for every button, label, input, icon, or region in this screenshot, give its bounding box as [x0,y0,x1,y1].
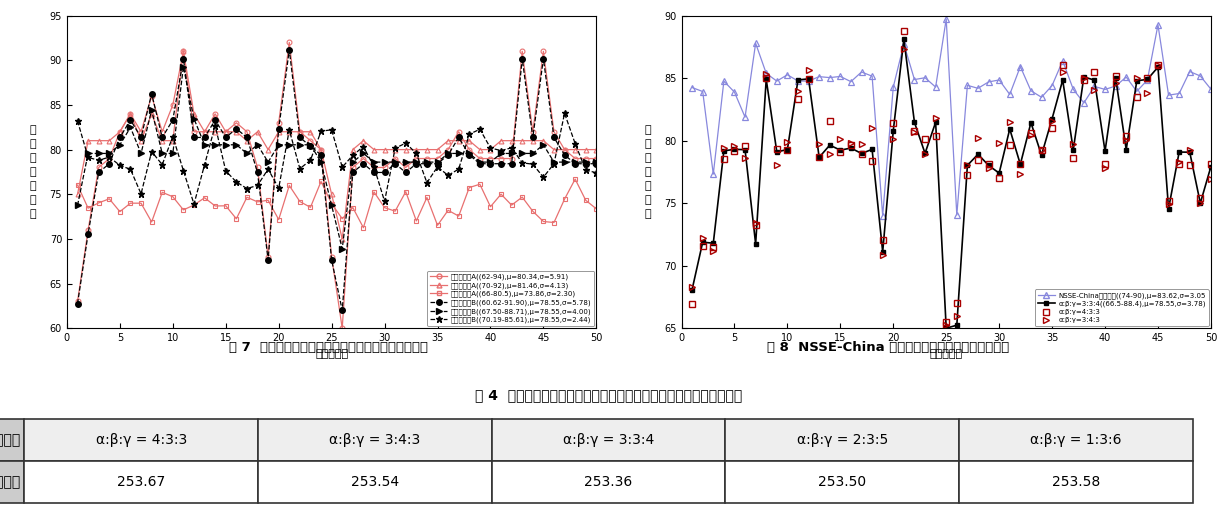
Y-axis label: 分
数
（
百
分
制
）: 分 数 （ 百 分 制 ） [644,125,651,219]
Text: 图 8  NSSE-China 问卷评分与不同策略的课堂参与度: 图 8 NSSE-China 问卷评分与不同策略的课堂参与度 [767,341,1010,354]
Y-axis label: 分
数
（
百
分
制
）: 分 数 （ 百 分 制 ） [29,125,37,219]
Legend: NSSE-China问卷评分((74-90),μ=83.62,σ=3.05, α:β:γ=3:3:4((66.5-88.4),μ=78.55,σ=3.78), : NSSE-China问卷评分((74-90),μ=83.62,σ=3.05, α… [1034,289,1208,326]
Text: 表 4  不同权重融合策略下课堂参与度评分与问卷评分的绝对误差之和: 表 4 不同权重融合策略下课堂参与度评分与问卷评分的绝对误差之和 [475,388,742,402]
X-axis label: 学习者编号: 学习者编号 [315,349,348,358]
Legend: 认知参与度A((62-94),μ=80.34,σ=5.91), 行为参与度A((70-92),μ=81.46,σ=4.13), 情感参与度A((66-80.5): 认知参与度A((62-94),μ=80.34,σ=5.91), 行为参与度A((… [427,270,594,326]
X-axis label: 学习者编号: 学习者编号 [930,349,963,358]
Text: 图 7  认知、行为和情感参与度及其等比例放缩的结果: 图 7 认知、行为和情感参与度及其等比例放缩的结果 [229,341,428,354]
